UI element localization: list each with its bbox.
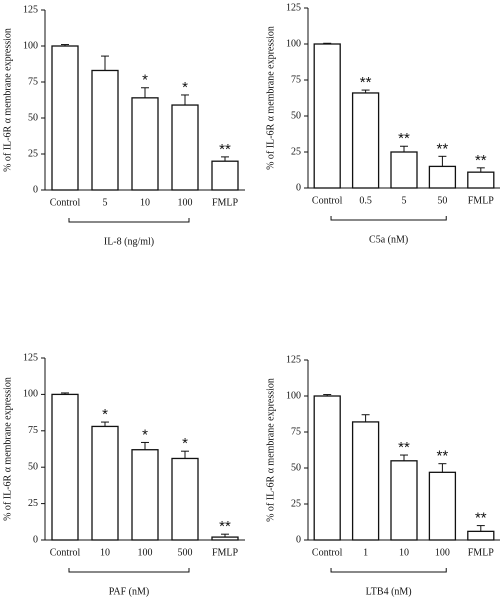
y-axis-title: % of IL-6R α membrane expression	[2, 377, 13, 521]
bar	[351, 421, 380, 541]
y-tick-label: 125	[286, 354, 301, 365]
bar	[390, 151, 418, 189]
y-axis-title: % of IL-6R α membrane expression	[265, 26, 276, 170]
y-tick-label: 50	[291, 462, 301, 473]
bar	[91, 425, 119, 541]
bar	[467, 171, 495, 189]
x-tick-label: FMLP	[468, 195, 495, 206]
y-tick-label: 50	[28, 461, 38, 472]
x-tick-label: 100	[178, 197, 193, 208]
y-tick-label: 0	[33, 534, 38, 545]
x-axis-title: C5a (nM)	[369, 234, 408, 245]
y-tick-label: 25	[291, 498, 301, 509]
x-tick-label: Control	[50, 197, 81, 208]
bar	[211, 536, 239, 541]
bar	[131, 97, 159, 191]
x-tick-label: 5	[402, 195, 407, 206]
bar	[351, 92, 380, 189]
y-tick-label: 0	[296, 182, 301, 193]
y-tick-label: 75	[28, 76, 38, 87]
y-tick-label: 100	[286, 390, 301, 401]
x-axis-title: IL-8 (ng/ml)	[104, 236, 154, 247]
y-tick-label: 25	[291, 146, 301, 157]
bar	[428, 471, 457, 541]
bar	[171, 104, 199, 191]
y-tick-label: 75	[291, 74, 301, 85]
y-tick-label: 75	[291, 426, 301, 437]
significance-mark: **	[475, 152, 487, 169]
y-tick-label: 25	[28, 148, 38, 159]
x-tick-label: Control	[50, 547, 81, 558]
x-tick-label: FMLP	[212, 197, 239, 208]
significance-mark: **	[360, 74, 372, 91]
x-tick-label: 500	[178, 547, 193, 558]
x-axis-title: LTB4 (nM)	[366, 586, 412, 597]
significance-mark: *	[142, 426, 148, 443]
y-axis-title: % of IL-6R α membrane expression	[265, 378, 276, 522]
x-tick-label: Control	[312, 547, 343, 558]
bar	[313, 43, 341, 189]
bar	[131, 449, 159, 541]
bar	[51, 393, 79, 541]
y-tick-label: 125	[23, 4, 38, 15]
significance-mark: **	[219, 518, 231, 535]
significance-mark: *	[102, 406, 108, 423]
significance-mark: **	[398, 130, 410, 147]
y-tick-label: 25	[28, 498, 38, 509]
y-tick-label: 0	[296, 534, 301, 545]
dose-bracket	[68, 218, 190, 223]
x-tick-label: Control	[312, 195, 343, 206]
bar	[390, 460, 418, 541]
y-tick-label: 100	[23, 389, 38, 400]
y-axis-title: % of IL-6R α membrane expression	[2, 28, 13, 172]
bar	[171, 457, 199, 541]
significance-mark: **	[475, 510, 487, 527]
y-tick-label: 0	[33, 184, 38, 195]
significance-mark: **	[437, 140, 449, 157]
significance-mark: **	[219, 141, 231, 158]
dose-bracket	[68, 568, 190, 573]
x-tick-label: 1	[363, 547, 368, 558]
x-tick-label: 100	[435, 547, 450, 558]
x-tick-label: 10	[140, 197, 150, 208]
y-tick-label: 100	[286, 38, 301, 49]
x-tick-label: FMLP	[468, 547, 495, 558]
y-tick-label: 125	[23, 352, 38, 363]
x-tick-label: 10	[399, 547, 409, 558]
y-tick-label: 50	[291, 110, 301, 121]
dose-bracket	[330, 568, 447, 573]
x-tick-label: 50	[437, 195, 447, 206]
dose-bracket	[330, 216, 447, 221]
x-axis-title: PAF (nM)	[109, 586, 149, 597]
x-tick-label: 5	[103, 197, 108, 208]
bar	[467, 530, 495, 541]
significance-mark: *	[182, 79, 188, 96]
bar	[428, 165, 457, 189]
bar	[91, 69, 119, 191]
x-tick-label: 0.5	[359, 195, 372, 206]
bar	[211, 160, 239, 191]
x-tick-label: 100	[138, 547, 153, 558]
significance-mark: *	[182, 435, 188, 452]
y-tick-label: 125	[286, 2, 301, 13]
x-tick-label: FMLP	[212, 547, 239, 558]
significance-mark: **	[398, 439, 410, 456]
bar	[313, 395, 341, 541]
y-tick-label: 100	[23, 40, 38, 51]
significance-mark: **	[437, 448, 449, 465]
y-tick-label: 75	[28, 425, 38, 436]
significance-mark: *	[142, 72, 148, 89]
x-tick-label: 10	[100, 547, 110, 558]
bar	[51, 45, 79, 191]
y-tick-label: 50	[28, 112, 38, 123]
